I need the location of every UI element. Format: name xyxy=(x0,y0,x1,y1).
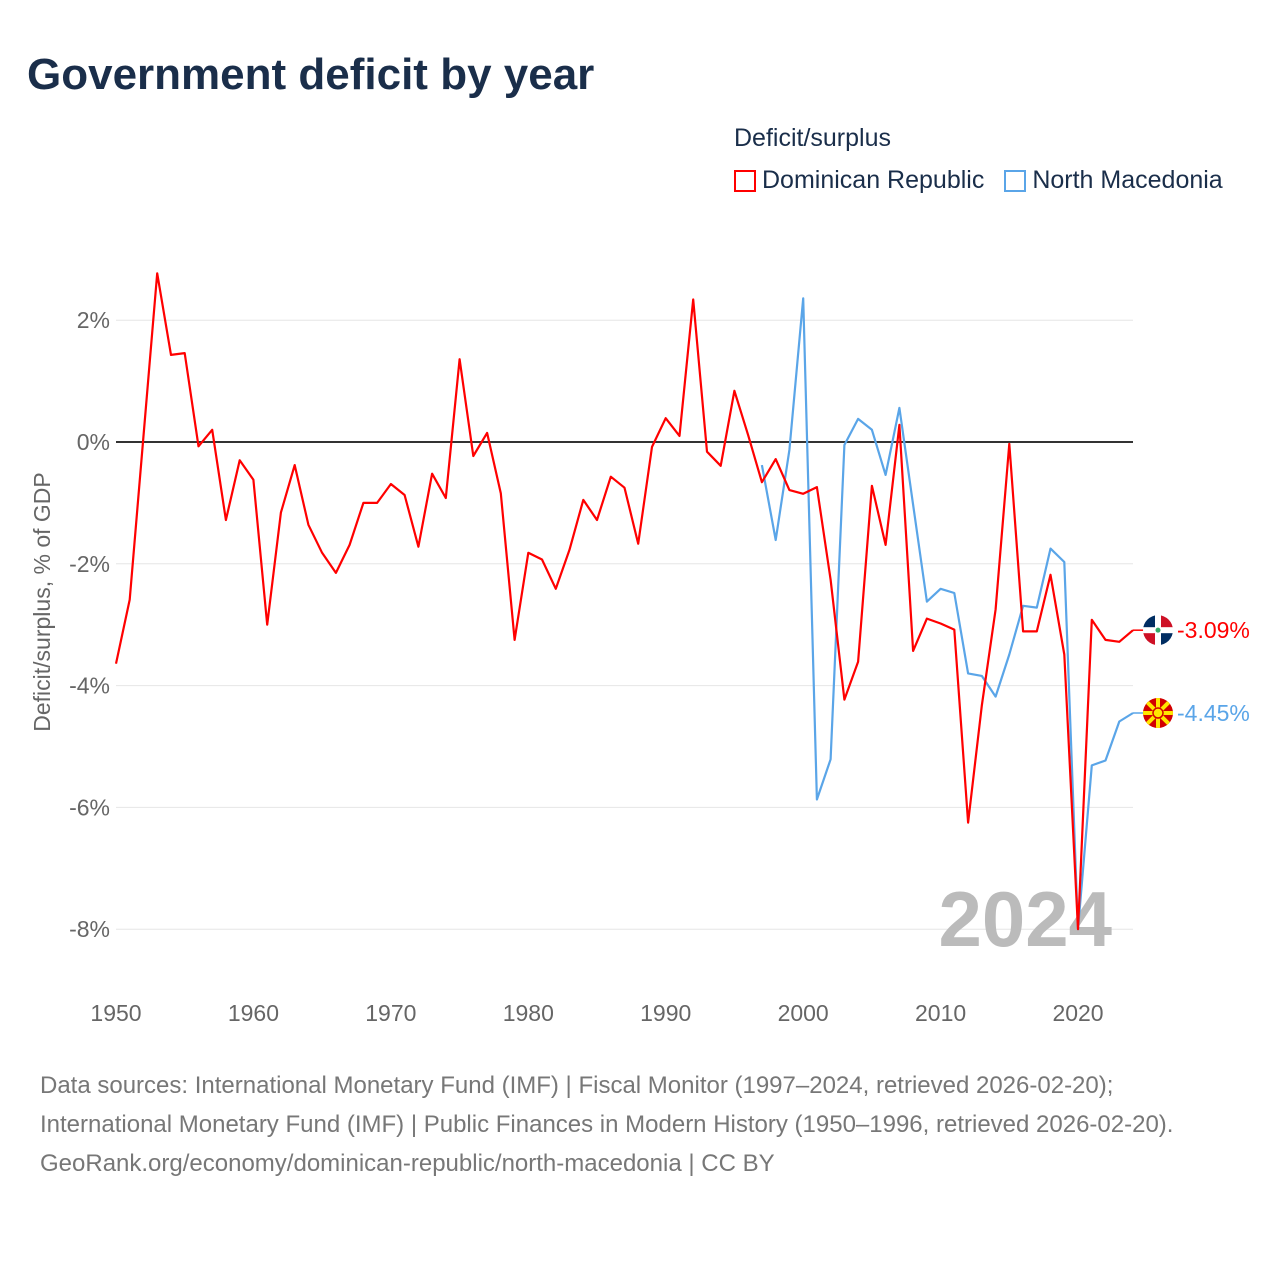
x-tick-label: 1990 xyxy=(640,1000,691,1026)
x-tick-label: 1960 xyxy=(228,1000,279,1026)
legend-swatch xyxy=(734,169,756,192)
gridlines xyxy=(116,319,1133,930)
north-macedonia-flag-icon xyxy=(1143,698,1173,729)
end-labels: -3.09% -4.45% xyxy=(1133,615,1250,729)
x-tick-label: 1980 xyxy=(503,1000,554,1026)
x-tick-labels: 1950 1960 1970 1980 1990 2000 2010 2020 xyxy=(90,1000,1103,1026)
x-tick-label: 2010 xyxy=(915,1000,966,1026)
dominican-republic-flag-icon xyxy=(1143,615,1173,646)
y-tick-label: -2% xyxy=(69,551,110,577)
legend-label: North Macedonia xyxy=(1032,166,1223,194)
y-tick-label: 0% xyxy=(77,429,110,455)
end-value-label: -3.09% xyxy=(1177,617,1250,643)
y-tick-label: 2% xyxy=(77,307,110,333)
series-lines xyxy=(114,272,1134,931)
series-line-north-macedonia[interactable] xyxy=(760,297,1134,931)
x-tick-label: 2020 xyxy=(1052,1000,1103,1026)
legend-title: Deficit/surplus xyxy=(734,124,891,152)
legend-item-north-macedonia[interactable]: North Macedonia xyxy=(1004,166,1223,195)
y-tick-labels: 2% 0% -2% -4% -6% -8% xyxy=(69,307,110,942)
source-link[interactable]: GeoRank.org/economy/dominican-republic/n… xyxy=(40,1150,775,1177)
x-tick-label: 1970 xyxy=(365,1000,416,1026)
line-chart: 2% 0% -2% -4% -6% -8% 1950 1960 1970 1980 1990 200… xyxy=(29,272,1250,1026)
y-axis-label: Deficit/surplus, % of GDP xyxy=(29,472,55,731)
y-tick-label: -4% xyxy=(69,673,110,699)
y-tick-label: -8% xyxy=(69,916,110,942)
x-tick-label: 2000 xyxy=(778,1000,829,1026)
legend-label: Dominican Republic xyxy=(762,166,985,194)
y-tick-label: -6% xyxy=(69,794,110,820)
legend-swatch xyxy=(1004,169,1027,192)
legend: Dominican Republic North Macedonia xyxy=(734,166,1223,195)
series-line-dominican-republic[interactable] xyxy=(114,272,1134,931)
data-sources: Data sources: International Monetary Fun… xyxy=(40,1072,1174,1138)
footer: Data sources: International Monetary Fun… xyxy=(40,1066,1240,1183)
end-value-label: -4.45% xyxy=(1177,700,1250,726)
legend-item-dominican-republic[interactable]: Dominican Republic xyxy=(734,166,984,195)
x-tick-label: 1950 xyxy=(90,1000,141,1026)
chart-title: Government deficit by year xyxy=(27,50,595,99)
year-watermark: 2024 xyxy=(938,875,1112,963)
